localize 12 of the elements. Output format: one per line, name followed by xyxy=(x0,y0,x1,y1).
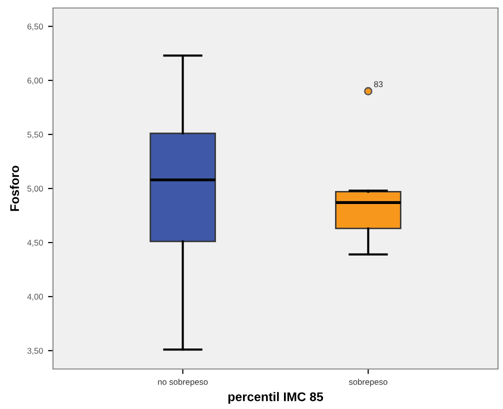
y-tick-label: 5,00 xyxy=(27,186,43,193)
y-axis-title: Fosforo xyxy=(10,166,20,211)
x-tick-label: no sobrepeso xyxy=(158,378,208,386)
y-tick-label: 3,50 xyxy=(27,348,43,355)
y-tick-label: 5,50 xyxy=(27,132,43,139)
y-tick-label: 4,00 xyxy=(27,294,43,301)
x-tick-label: sobrepeso xyxy=(348,378,388,386)
y-tick-label: 6,00 xyxy=(27,78,43,84)
x-axis-title: percentil IMC 85 xyxy=(228,392,324,404)
annotation: 83 xyxy=(374,81,383,88)
y-tick-label: 4,50 xyxy=(27,240,43,247)
y-tick-label: 6,50 xyxy=(27,24,43,30)
